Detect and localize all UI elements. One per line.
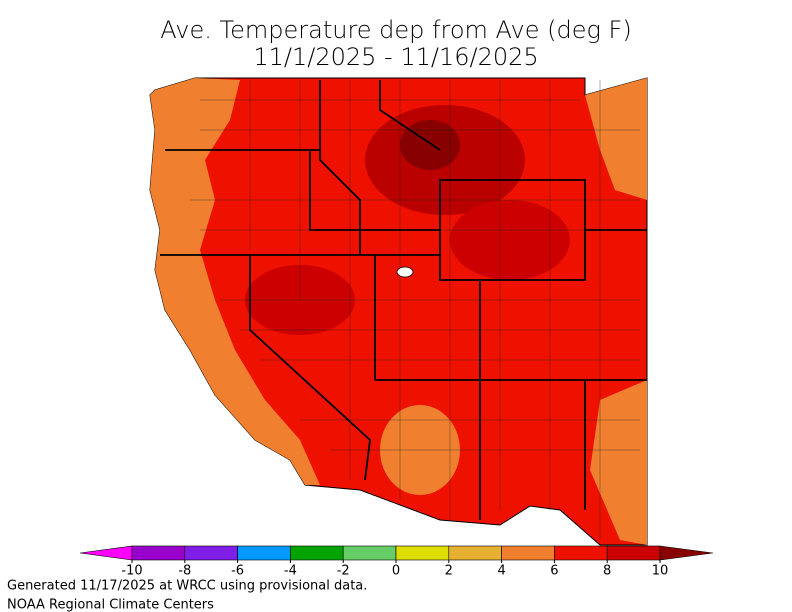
lake <box>396 266 414 278</box>
colorbar-box <box>606 545 661 561</box>
colorbar-tick-label: 0 <box>392 564 400 579</box>
state-borders <box>160 80 647 520</box>
colorbar-tick-label: -2 <box>337 564 350 579</box>
anomaly-patch <box>590 380 647 545</box>
colorbar: -10 -8 -6 -4 -2 0 2 4 6 8 10 <box>79 545 714 579</box>
colorbar-tip <box>659 545 714 561</box>
colorbar-box <box>501 545 555 561</box>
colorbar-box <box>448 545 502 561</box>
map <box>149 77 648 546</box>
colorbar-box <box>395 545 450 561</box>
colorbar-box <box>237 545 291 561</box>
colorbar-tick-label: 10 <box>652 564 669 579</box>
colorbar-tick-label: -4 <box>284 564 297 579</box>
title-line: Ave. Temperature dep from Ave (deg F) <box>160 16 631 44</box>
title-line: 11/1/2025 - 11/16/2025 <box>253 43 538 71</box>
colorbar-box <box>554 545 608 561</box>
colorbar-box <box>290 545 344 561</box>
colorbar-tick-label: 2 <box>445 564 453 579</box>
anomaly-patch <box>585 78 647 200</box>
footer-line: Generated 11/17/2025 at WRCC using provi… <box>7 579 367 594</box>
colorbar-tip <box>79 545 133 561</box>
colorbar-box <box>131 545 186 561</box>
anomaly-patch <box>450 200 570 280</box>
colorbar-box <box>184 545 238 561</box>
footer-line: NOAA Regional Climate Centers <box>7 598 214 612</box>
coastal-anomaly <box>150 78 320 485</box>
colorbar-tick-label: -6 <box>231 564 244 579</box>
colorbar-box <box>342 545 397 561</box>
colorbar-tick-label: -10 <box>121 564 142 579</box>
anomaly-patch <box>400 120 460 170</box>
colorbar-tick-label: 8 <box>603 564 611 579</box>
colorbar-tick-label: -8 <box>178 564 191 579</box>
colorbar-tick-label: 6 <box>550 564 558 579</box>
colorbar-tick-label: 4 <box>497 564 505 579</box>
